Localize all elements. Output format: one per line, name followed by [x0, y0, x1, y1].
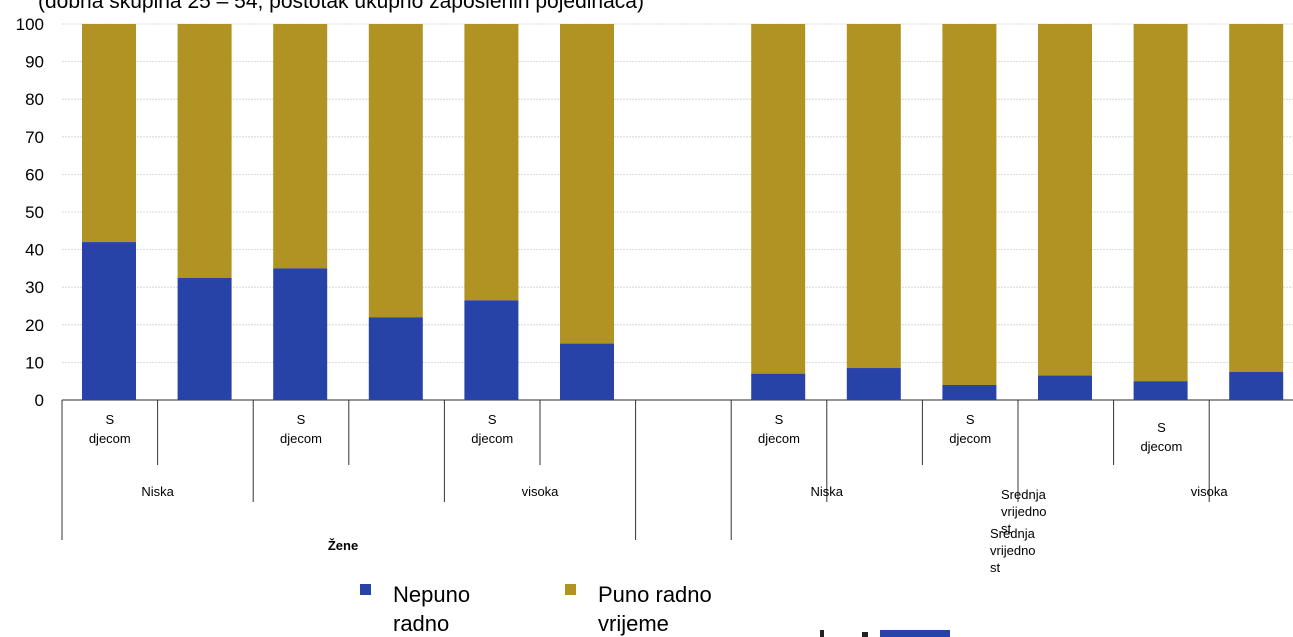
- gender-label: Žene: [328, 538, 358, 553]
- sub-category-label: djecom: [89, 431, 131, 446]
- y-axis: 0 10 20 30 40 50 60 70 80 90 100: [16, 15, 44, 410]
- education-label: st: [1001, 521, 1012, 536]
- sub-category-label: djecom: [1140, 439, 1182, 454]
- bar-puno-radno-vrijeme: [273, 24, 328, 269]
- education-label: Niska: [141, 484, 174, 499]
- y-tick-label: 20: [25, 316, 44, 335]
- education-label: vrijedno: [1001, 504, 1047, 519]
- sub-category-label: S: [105, 412, 114, 427]
- legend-label: radno: [393, 611, 449, 636]
- y-tick-label: 50: [25, 203, 44, 222]
- bar-puno-radno-vrijeme: [368, 24, 423, 318]
- legend-swatch: [360, 584, 371, 595]
- sub-category-label: djecom: [758, 431, 800, 446]
- bar-puno-radno-vrijeme: [1229, 24, 1284, 372]
- education-label-overlap: st: [990, 560, 1001, 575]
- bar-nepuno-radno: [1038, 375, 1092, 400]
- bar-nepuno-radno: [464, 300, 519, 400]
- bar-nepuno-radno: [1229, 371, 1284, 400]
- legend-label: Puno radno: [598, 582, 712, 607]
- bar-nepuno-radno: [82, 242, 136, 400]
- legend-label: Nepuno: [393, 582, 470, 607]
- bar-puno-radno-vrijeme: [1038, 24, 1092, 376]
- bar-nepuno-radno: [1133, 381, 1188, 400]
- sub-category-label: S: [297, 412, 306, 427]
- legend: Nepuno radno Puno radno vrijeme: [360, 582, 712, 636]
- y-tick-label: 80: [25, 90, 44, 109]
- bar-nepuno-radno: [751, 373, 806, 400]
- bar-nepuno-radno: [177, 277, 232, 400]
- y-tick-label: 70: [25, 128, 44, 147]
- y-tick-label: 100: [16, 15, 44, 34]
- sub-category-label: djecom: [949, 431, 991, 446]
- bar-puno-radno-vrijeme: [846, 24, 901, 369]
- education-label-overlap: Srednja: [990, 526, 1036, 541]
- education-label: visoka: [522, 484, 560, 499]
- sub-category-label: S: [775, 412, 784, 427]
- y-tick-label: 10: [25, 353, 44, 372]
- ecb-logo-icon: [820, 630, 950, 637]
- gridlines: [62, 23, 1293, 401]
- y-tick-label: 90: [25, 53, 44, 72]
- bar-puno-radno-vrijeme: [560, 24, 614, 344]
- sub-category-label: S: [1157, 420, 1166, 435]
- bar-puno-radno-vrijeme: [464, 24, 519, 301]
- y-tick-label: 40: [25, 241, 44, 260]
- bar-nepuno-radno: [368, 317, 423, 400]
- legend-swatch: [565, 584, 576, 595]
- bars: [82, 24, 1284, 400]
- y-tick-label: 0: [35, 391, 44, 410]
- bar-puno-radno-vrijeme: [942, 24, 997, 385]
- bar-puno-radno-vrijeme: [751, 24, 806, 374]
- bar-nepuno-radno: [560, 343, 614, 400]
- bar-nepuno-radno: [942, 384, 997, 400]
- education-label: Niska: [811, 484, 844, 499]
- bar-puno-radno-vrijeme: [177, 24, 232, 278]
- sub-category-label: djecom: [280, 431, 322, 446]
- sub-category-label: S: [966, 412, 975, 427]
- y-tick-label: 60: [25, 165, 44, 184]
- education-label: visoka: [1191, 484, 1229, 499]
- bar-puno-radno-vrijeme: [82, 24, 136, 243]
- sub-category-label: djecom: [471, 431, 513, 446]
- legend-label: vrijeme: [598, 611, 669, 636]
- bar-puno-radno-vrijeme: [1133, 24, 1188, 382]
- sub-category-label: S: [488, 412, 497, 427]
- y-tick-label: 30: [25, 278, 44, 297]
- education-label-overlap: vrijedno: [990, 543, 1036, 558]
- bar-nepuno-radno: [846, 368, 901, 400]
- bar-nepuno-radno: [273, 268, 328, 400]
- chart-subtitle: (dobna skupina 25 – 54, postotak ukupno …: [38, 0, 644, 13]
- education-label: Srednja: [1001, 487, 1047, 502]
